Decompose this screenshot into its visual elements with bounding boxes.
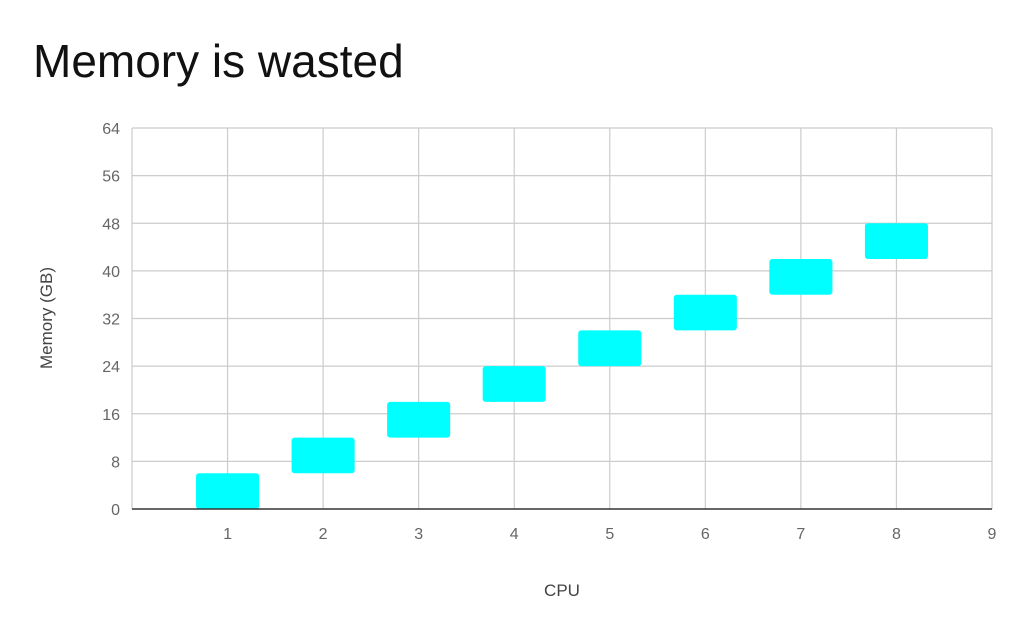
y-tick-label: 48 — [102, 216, 120, 233]
x-tick-label: 5 — [605, 526, 614, 543]
x-axis-title: CPU — [544, 581, 580, 600]
y-tick-label: 16 — [102, 407, 120, 424]
y-axis-title: Memory (GB) — [37, 267, 56, 369]
chart-title: Memory is wasted — [33, 35, 404, 87]
y-tick-label: 24 — [102, 359, 120, 376]
grid-lines — [131, 127, 993, 509]
y-tick-label: 40 — [102, 264, 120, 281]
x-tick-label: 4 — [510, 526, 519, 543]
x-tick-label: 6 — [701, 526, 710, 543]
bar-cpu-3 — [387, 401, 451, 438]
x-tick-label: 3 — [414, 526, 423, 543]
y-tick-label: 0 — [111, 502, 120, 519]
bar-cpu-8 — [864, 223, 928, 259]
bar-cpu-4 — [482, 366, 546, 402]
bar-cpu-2 — [291, 437, 355, 474]
bar-cpu-1 — [196, 473, 260, 509]
bar-cpu-6 — [673, 294, 737, 331]
x-tick-label: 2 — [319, 526, 328, 543]
x-tick-label: 8 — [892, 526, 901, 543]
bar-cpu-7 — [769, 258, 833, 295]
y-tick-label: 32 — [102, 312, 120, 329]
y-tick-label: 64 — [102, 121, 120, 138]
y-tick-label: 56 — [102, 169, 120, 186]
bars — [196, 223, 928, 509]
y-tick-label: 8 — [111, 454, 120, 471]
bar-cpu-5 — [578, 330, 642, 367]
x-tick-label: 1 — [223, 526, 232, 543]
x-tick-label: 9 — [988, 526, 997, 543]
x-tick-label: 7 — [796, 526, 805, 543]
